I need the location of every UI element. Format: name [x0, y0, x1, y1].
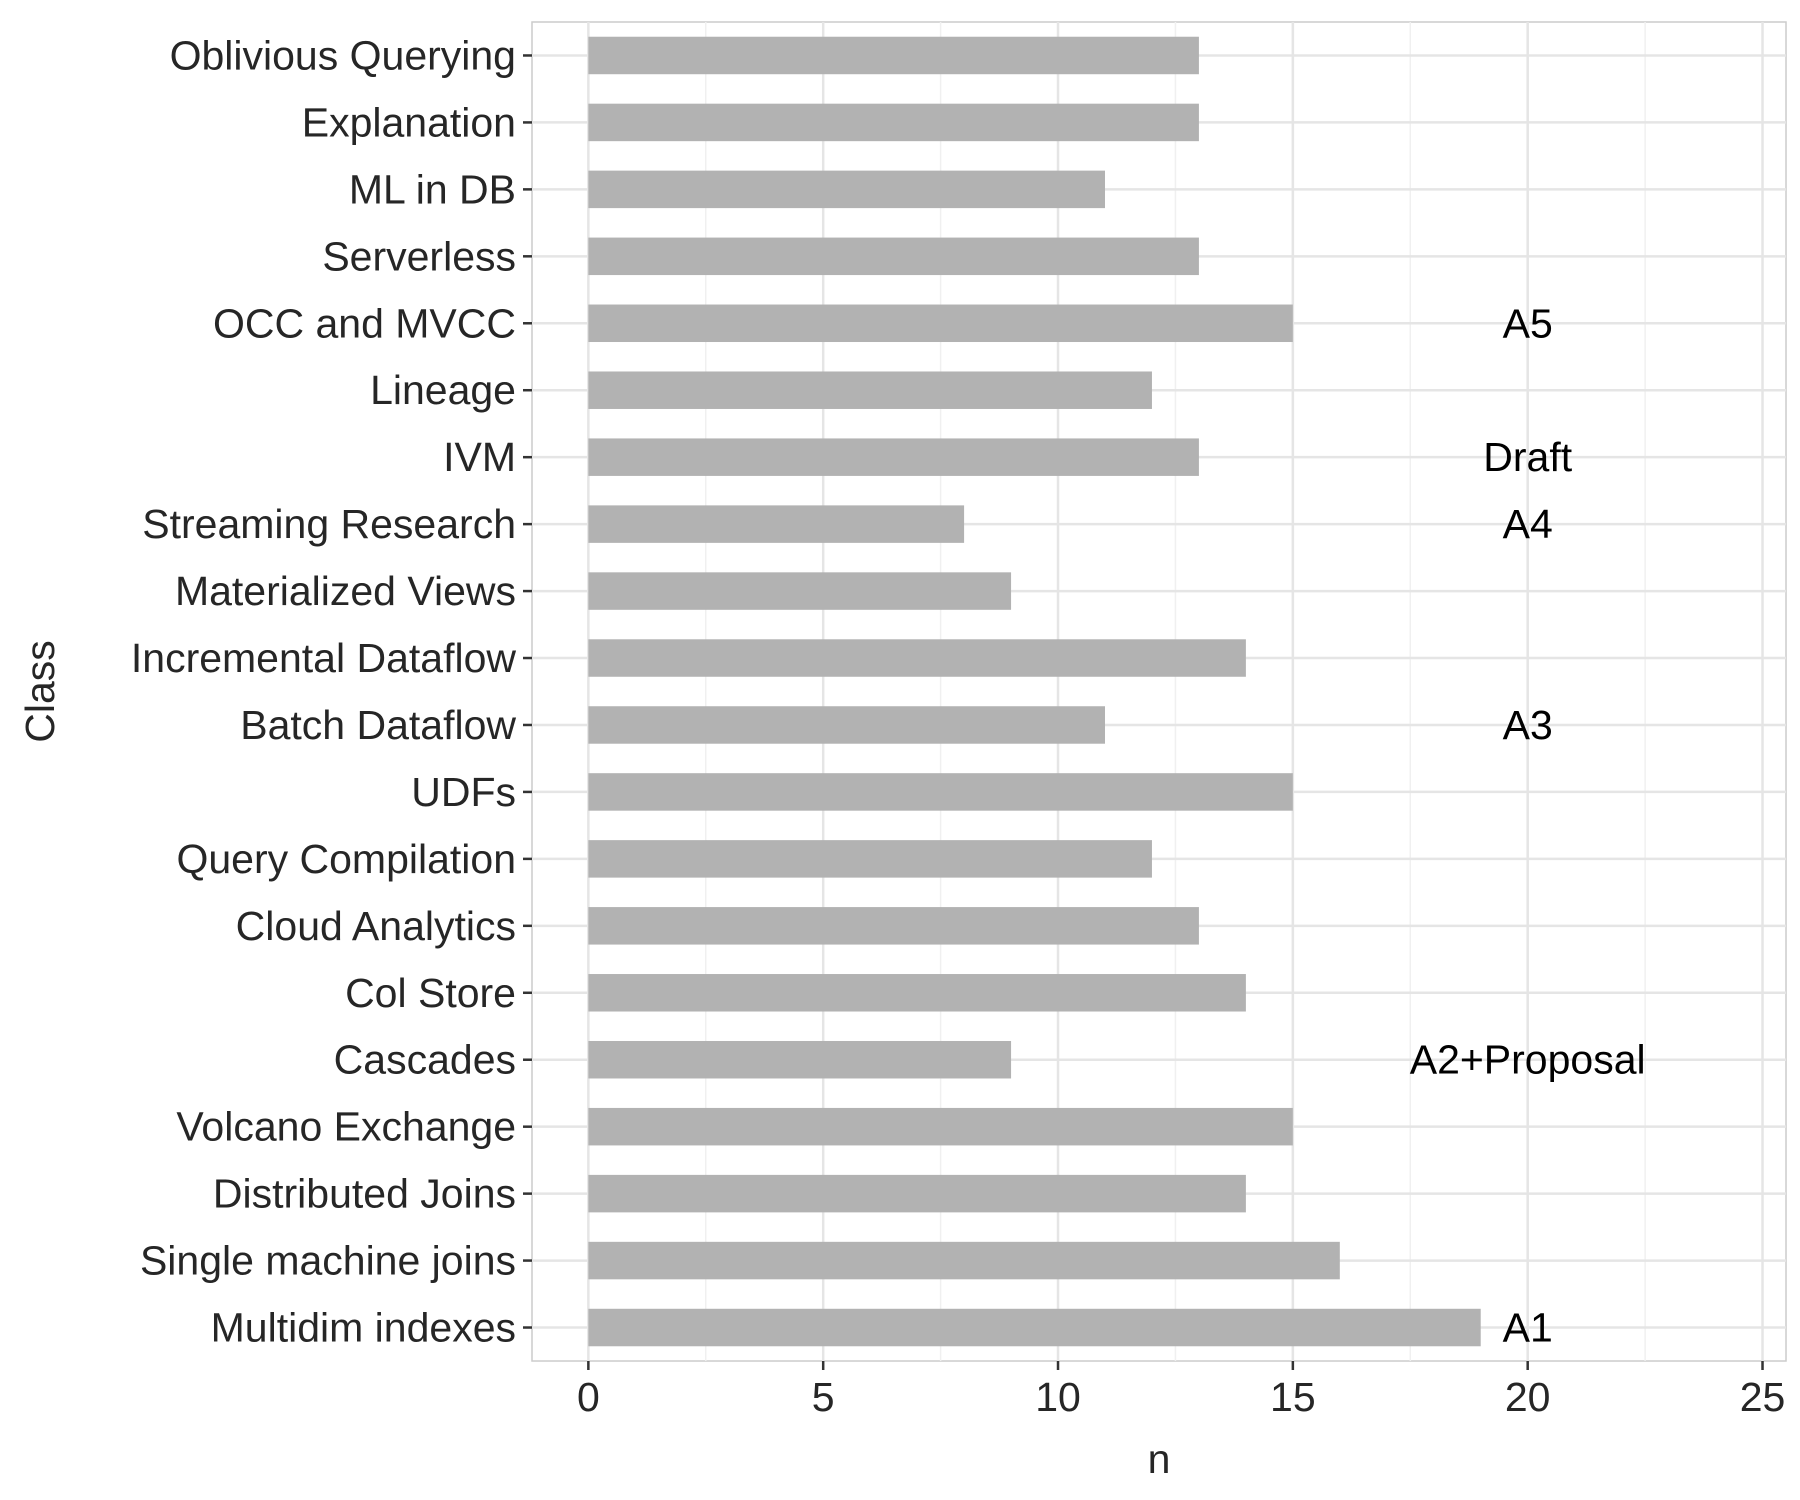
bar — [588, 103, 1199, 142]
y-tick-label: Incremental Dataflow — [131, 635, 517, 681]
y-tick-label: Lineage — [370, 367, 516, 413]
bar — [588, 237, 1199, 276]
bar — [588, 639, 1246, 677]
x-axis: 0 5 10 15 20 25 — [577, 1361, 1785, 1420]
y-tick-label: OCC and MVCC — [213, 300, 516, 346]
bar — [588, 572, 1012, 610]
y-tick-label: Multidim indexes — [211, 1305, 516, 1351]
y-tick-label: Volcano Exchange — [176, 1104, 516, 1150]
plot-panel — [531, 21, 1787, 1362]
x-tick-label: 25 — [1740, 1374, 1786, 1420]
y-tick-label: UDFs — [411, 769, 516, 815]
bar — [588, 371, 1152, 409]
annotation-label: A2+Proposal — [1410, 1037, 1646, 1083]
y-axis-title: Class — [17, 640, 63, 743]
y-tick-label: Oblivious Querying — [170, 32, 516, 78]
annotations: A5 Draft A4 A3 A2+Proposal A1 — [1410, 300, 1646, 1350]
y-tick-label: Cloud Analytics — [236, 903, 516, 949]
y-tick-label: Col Store — [345, 970, 516, 1016]
bar — [588, 1308, 1481, 1347]
bar — [588, 974, 1246, 1012]
y-tick-label: Cascades — [334, 1037, 516, 1083]
x-tick-label: 15 — [1270, 1374, 1316, 1420]
bar — [588, 304, 1293, 343]
x-tick-label: 5 — [812, 1374, 835, 1420]
y-tick-label: Batch Dataflow — [240, 702, 516, 748]
annotation-label: A4 — [1503, 501, 1553, 547]
annotation-label: A1 — [1503, 1305, 1553, 1351]
bar — [588, 36, 1199, 75]
y-tick-label: IVM — [443, 434, 516, 480]
y-axis: Oblivious Querying Explanation ML in DB Ser… — [131, 32, 532, 1351]
bar — [588, 1174, 1246, 1213]
annotation-label: A3 — [1503, 702, 1553, 748]
bar — [588, 1107, 1293, 1146]
x-tick-label: 10 — [1035, 1374, 1081, 1420]
bar — [588, 706, 1105, 744]
bar — [588, 907, 1199, 945]
bar — [588, 773, 1293, 811]
y-tick-label: Single machine joins — [140, 1238, 516, 1284]
y-tick-label: Streaming Research — [142, 501, 516, 547]
bar — [588, 170, 1105, 209]
y-tick-label: Serverless — [322, 233, 516, 279]
bars — [588, 36, 1481, 1347]
bar — [588, 505, 965, 543]
bar — [588, 840, 1152, 878]
annotation-label: A5 — [1503, 300, 1553, 346]
x-axis-title: n — [1148, 1436, 1171, 1482]
bar — [588, 438, 1199, 476]
bar — [588, 1241, 1340, 1280]
y-tick-label: ML in DB — [349, 166, 516, 212]
bar — [588, 1040, 1012, 1079]
x-tick-label: 0 — [577, 1374, 600, 1420]
y-tick-label: Query Compilation — [176, 836, 516, 882]
y-tick-label: Explanation — [302, 99, 516, 145]
y-tick-label: Materialized Views — [175, 568, 516, 614]
y-tick-label: Distributed Joins — [213, 1171, 516, 1217]
annotation-label: Draft — [1483, 434, 1572, 480]
x-tick-label: 20 — [1505, 1374, 1551, 1420]
